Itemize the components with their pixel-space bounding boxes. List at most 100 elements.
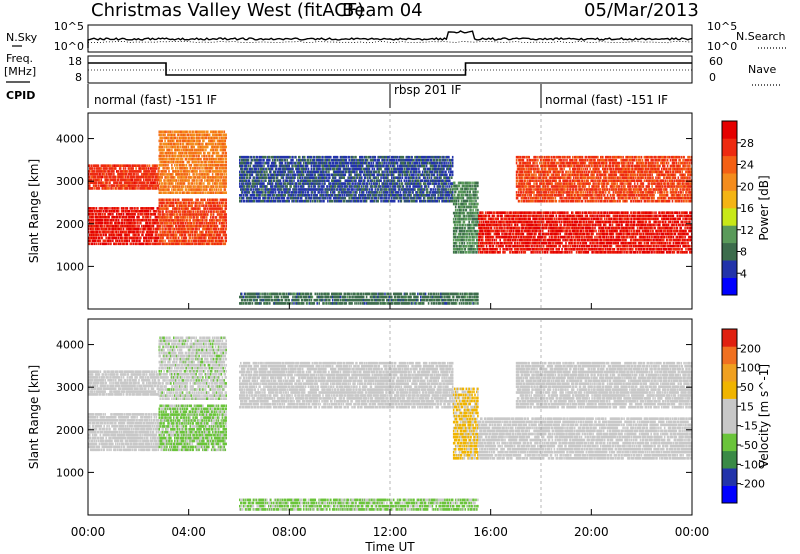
echo-cell: [123, 210, 125, 213]
echo-cell: [104, 213, 106, 216]
echo-cell: [109, 181, 111, 184]
echo-cell: [161, 225, 163, 228]
echo-cell: [173, 231, 175, 234]
echo-cell: [137, 237, 139, 240]
echo-cell: [135, 173, 137, 176]
echo-cell: [136, 240, 138, 243]
echo-cell: [139, 240, 141, 243]
echo-cell: [110, 243, 112, 246]
echo-cell: [123, 228, 125, 231]
echo-cell: [98, 234, 100, 237]
echo-cell: [140, 222, 142, 225]
echo-cell: [158, 173, 160, 176]
echo-cell: [123, 213, 125, 216]
echo-cell: [162, 240, 164, 243]
echo-cell: [100, 173, 102, 176]
echo-cell: [93, 213, 95, 216]
echo-cell: [176, 210, 178, 213]
echo-cell: [118, 219, 120, 222]
echo-cell: [136, 225, 138, 228]
echo-cell: [144, 240, 146, 243]
echo-cell: [137, 222, 139, 225]
echo-cell: [182, 234, 184, 237]
echo-cell: [166, 204, 168, 207]
echo-cell: [175, 222, 177, 225]
echo-cell: [140, 170, 142, 173]
echo-cell: [94, 170, 96, 173]
echo-cell: [178, 216, 180, 219]
echo-cell: [151, 240, 153, 243]
nsky-label: N.Sky: [6, 31, 38, 44]
echo-cell: [115, 176, 117, 179]
echo-cell: [140, 231, 142, 234]
echo-cell: [173, 199, 175, 202]
echo-cell: [113, 187, 115, 190]
echo-cell: [123, 207, 125, 210]
nave-label: Nave: [748, 63, 776, 76]
echo-cell: [97, 173, 99, 176]
echo-cell: [178, 199, 180, 202]
echo-cell: [167, 222, 169, 225]
echo-cell: [115, 167, 117, 170]
echo-cell: [138, 234, 140, 237]
echo-cell: [146, 167, 148, 170]
echo-cell: [173, 202, 175, 205]
echo-cell: [106, 210, 108, 213]
echo-cell: [155, 213, 157, 216]
echo-cell: [89, 243, 91, 246]
echo-cell: [134, 207, 136, 210]
nsearch-tick-top: 10^5: [707, 20, 737, 33]
echo-cell: [168, 240, 170, 243]
echo-cell: [105, 234, 107, 237]
echo-cell: [89, 176, 91, 179]
echo-cell: [136, 181, 138, 184]
echo-cell: [140, 228, 142, 231]
echo-cell: [150, 216, 152, 219]
echo-cell: [150, 179, 152, 182]
echo-cell: [155, 181, 157, 184]
echo-cell: [118, 210, 120, 213]
echo-cell: [132, 167, 134, 170]
echo-cell: [108, 187, 110, 190]
echo-cell: [92, 210, 94, 213]
cpid-row: CPID normal (fast) -151 IF rbsp 201 IF n…: [6, 83, 668, 108]
echo-cell: [168, 237, 170, 240]
echo-cell: [138, 184, 140, 187]
echo-cell: [140, 237, 142, 240]
echo-cell: [121, 228, 123, 231]
echo-cell: [93, 216, 95, 219]
echo-cell: [150, 187, 152, 190]
echo-cell: [94, 243, 96, 246]
echo-cell: [100, 231, 102, 234]
echo-cell: [150, 243, 152, 246]
echo-cell: [102, 213, 104, 216]
echo-cell: [158, 237, 160, 240]
echo-cell: [167, 213, 169, 216]
echo-cell: [116, 213, 118, 216]
echo-cell: [181, 237, 183, 240]
echo-cell: [168, 234, 170, 237]
echo-cell: [102, 176, 104, 179]
echo-cell: [90, 240, 92, 243]
echo-cell: [101, 179, 103, 182]
frequency-series-line: [88, 63, 692, 75]
echo-cell: [99, 228, 101, 231]
echo-cell: [101, 167, 103, 170]
echo-cell: [135, 167, 137, 170]
echo-cell: [118, 179, 120, 182]
echo-cell: [107, 222, 109, 225]
echo-cell: [148, 216, 150, 219]
echo-cell: [163, 199, 165, 202]
freq-unit-label: [MHz]: [4, 65, 36, 78]
echo-cell: [181, 202, 183, 205]
echo-cell: [102, 207, 104, 210]
cpid-segment-1: normal (fast) -151 IF: [94, 93, 217, 107]
echo-cell: [171, 222, 173, 225]
echo-cell: [145, 164, 147, 167]
echo-cell: [111, 173, 113, 176]
echo-cell: [152, 234, 154, 237]
echo-cell: [114, 210, 116, 213]
echo-cell: [105, 228, 107, 231]
echo-cell: [146, 219, 148, 222]
echo-cell: [94, 207, 96, 210]
